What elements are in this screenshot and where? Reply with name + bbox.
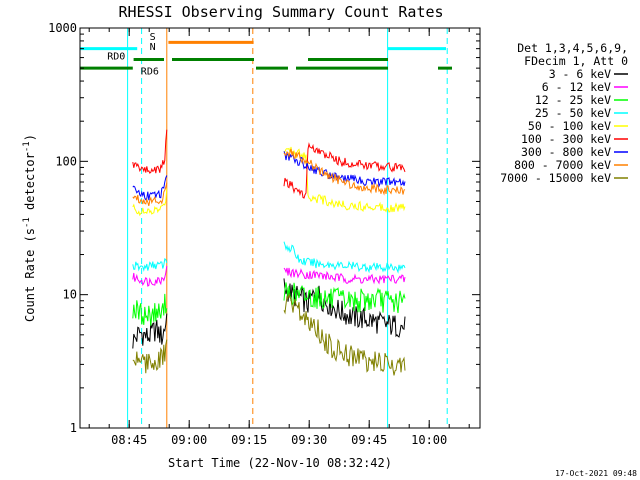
legend-header-0: Det 1,3,4,5,6,9, — [517, 41, 628, 55]
annotation-s: S — [150, 32, 156, 43]
annotations: RD0 RD6 SN — [107, 32, 159, 77]
status-bars — [80, 40, 452, 70]
footer-timestamp: 17-Oct-2021 09:48 — [555, 469, 637, 478]
legend: Det 1,3,4,5,6,9,FDecim 1, Att 03 - 6 keV… — [500, 41, 628, 185]
x-tick-label-4: 09:45 — [351, 433, 387, 447]
legend-label-4: 50 - 100 keV — [528, 119, 611, 133]
series-line-2-1 — [283, 282, 406, 314]
x-tick-label-2: 09:15 — [231, 433, 267, 447]
x-tick-label-3: 09:30 — [291, 433, 327, 447]
legend-header-1: FDecim 1, Att 0 — [524, 54, 628, 68]
series-line-1-0 — [132, 265, 168, 287]
series-line-8-1 — [283, 292, 406, 376]
legend-label-8: 7000 - 15000 keV — [500, 171, 611, 185]
y-tick-label-0: 1 — [70, 421, 77, 435]
legend-label-7: 800 - 7000 keV — [514, 158, 611, 172]
y-tick-label-1: 10 — [63, 288, 77, 302]
annotation-rd0: RD0 — [107, 52, 125, 63]
x-tick-label-0: 08:45 — [111, 433, 147, 447]
x-tick-label-1: 09:00 — [171, 433, 207, 447]
legend-label-0: 3 - 6 keV — [549, 67, 611, 81]
legend-label-5: 100 - 300 keV — [521, 132, 611, 146]
plot-frame — [79, 27, 481, 429]
series-line-1-1 — [283, 267, 406, 285]
series-lines — [132, 129, 406, 376]
series-line-6-1 — [283, 151, 406, 188]
y-axis-label: Count Rate (s-1 detector-1) — [22, 134, 37, 322]
series-line-3-1 — [283, 241, 406, 274]
axes: 08:45 09:00 09:15 09:30 09:45 10:00 1 10 100 1000 — [48, 21, 480, 447]
series-line-4-0 — [132, 188, 168, 217]
x-tick-label-5: 10:00 — [411, 433, 447, 447]
series-line-5-0 — [132, 129, 168, 174]
legend-label-2: 12 - 25 keV — [535, 93, 611, 107]
series-line-8-0 — [132, 339, 168, 374]
y-tick-label-3: 1000 — [48, 21, 77, 35]
annotation-rd6: RD6 — [141, 67, 159, 78]
series-line-7-0 — [132, 182, 168, 207]
chart-title: RHESSI Observing Summary Count Rates — [118, 3, 443, 21]
series-line-7-1 — [283, 148, 406, 196]
legend-label-6: 300 - 800 keV — [521, 145, 611, 159]
series-line-0-1 — [283, 278, 406, 338]
legend-label-3: 25 - 50 keV — [535, 106, 611, 120]
annotation-n: N — [150, 42, 156, 53]
series-line-4-1 — [283, 146, 406, 213]
series-line-6-0 — [132, 175, 168, 201]
series-line-3-0 — [132, 258, 168, 272]
series-line-0-0 — [132, 313, 168, 349]
x-axis-label: Start Time (22-Nov-10 08:32:42) — [168, 456, 392, 470]
series-line-5-1 — [283, 142, 406, 199]
legend-label-1: 6 - 12 keV — [542, 80, 611, 94]
series-line-2-0 — [132, 293, 168, 326]
y-tick-label-2: 100 — [55, 154, 77, 168]
